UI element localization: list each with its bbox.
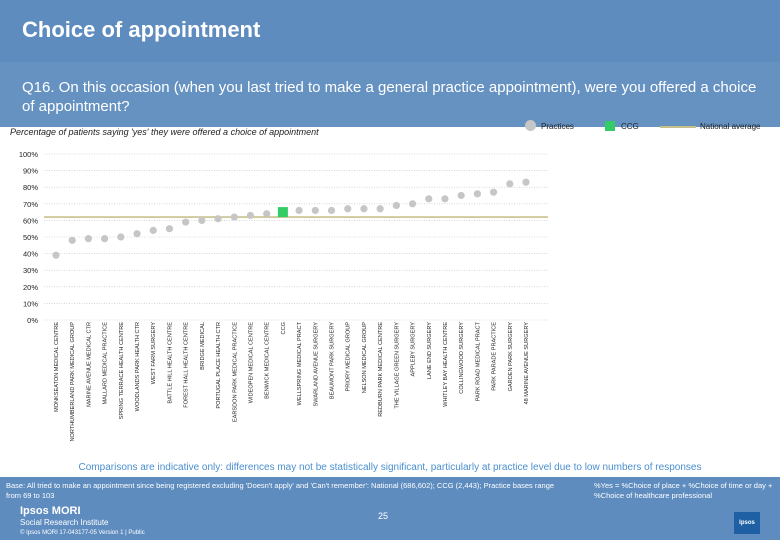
legend-national-marker xyxy=(660,126,696,128)
title-bar xyxy=(0,0,780,62)
yes-definition-note: %Yes = %Choice of place + %Choice of tim… xyxy=(594,481,773,500)
category-label: LANE END SURGERY xyxy=(427,322,433,379)
copyright: © Ipsos MORI 17-043177-05 Version 1 | Pu… xyxy=(20,530,145,536)
y-tick-label: 20% xyxy=(23,283,38,292)
practice-point xyxy=(408,200,417,208)
legend-ccg-label: CCG xyxy=(621,122,639,131)
practice-point xyxy=(133,230,141,238)
y-tick-label: 100% xyxy=(19,150,39,159)
dot-chart: 0% 10% 20% 30% 40% 50% 60% 70% 80% 90% 100% MONKSE… xyxy=(19,150,548,442)
category-label: BEAUMONT PARK SURGERY xyxy=(330,322,336,399)
legend-ccg-marker xyxy=(605,121,615,131)
category-label: SPRING TERRACE HEALTH CENTRE xyxy=(119,322,125,420)
practice-point xyxy=(149,226,157,234)
legend-practices-label: Practices xyxy=(541,122,574,131)
practice-point xyxy=(263,210,271,218)
category-label: PARK ROAD MEDICAL PRACT xyxy=(475,321,481,401)
practice-point xyxy=(360,205,368,213)
practice-point xyxy=(101,235,109,243)
chart-subtitle: Percentage of patients saying 'yes' they… xyxy=(10,127,319,137)
y-tick-label: 0% xyxy=(27,316,38,325)
category-label: MONKSEATON MEDICAL CENTRE xyxy=(54,322,60,412)
ipsos-logo-mark: Ipsos xyxy=(734,512,760,534)
y-tick-label: 50% xyxy=(23,233,38,242)
category-label: NELSON MEDICAL GROUP xyxy=(362,322,368,394)
practice-point xyxy=(117,233,125,241)
y-tick-label: 30% xyxy=(23,266,38,275)
category-label: WOODLANDS PARK HEALTH CTR xyxy=(135,322,141,411)
category-label: WHITLEY BAY HEALTH CENTRE xyxy=(443,322,449,407)
legend-national-label: National average xyxy=(700,122,761,131)
category-label: CCG xyxy=(281,322,287,334)
category-label: SWARLAND AVENUE SURGERY xyxy=(313,322,319,407)
category-label: PARK PARADE PRACTICE xyxy=(492,322,498,391)
practice-point xyxy=(198,216,206,224)
practice-point xyxy=(376,205,384,213)
category-label: NORTHUMBERLAND PARK MEDICAL GROUP xyxy=(70,322,76,442)
question-bar xyxy=(0,62,780,127)
question-text: Q16. On this occasion (when you last tri… xyxy=(22,79,757,115)
data-points xyxy=(52,178,530,259)
category-label: PORTUGAL PLACE HEALTH CTR xyxy=(216,322,222,409)
category-label: APPLEBY SURGERY xyxy=(411,322,417,377)
practice-point xyxy=(311,206,319,215)
practice-point xyxy=(230,213,238,221)
practice-point xyxy=(68,236,76,244)
page-number: 25 xyxy=(378,511,389,521)
category-label: WEST FARM SURGERY xyxy=(151,322,157,385)
category-label: BENWICK MEDICAL CENTRE xyxy=(265,322,271,399)
category-label: THE VILLAGE GREEN SURGERY xyxy=(394,322,400,409)
practice-point xyxy=(182,218,190,226)
y-tick-label: 60% xyxy=(23,216,38,225)
comparisons-note: Comparisons are indicative only: differe… xyxy=(78,462,702,473)
practice-point xyxy=(441,195,449,203)
practice-point xyxy=(52,251,60,259)
practice-point xyxy=(506,180,514,188)
category-label: MARINE AVENUE MEDICAL CTR xyxy=(86,322,92,407)
y-tick-label: 80% xyxy=(23,183,38,192)
category-label: GARDEN PARK SURGERY xyxy=(508,322,514,392)
practice-point xyxy=(457,191,465,200)
y-tick-labels: 0% 10% 20% 30% 40% 50% 60% 70% 80% 90% 100% xyxy=(19,150,39,325)
practice-point xyxy=(327,206,336,215)
y-tick-label: 90% xyxy=(23,167,38,176)
category-label: BRIDGE MEDICAL xyxy=(200,322,206,370)
footer-bar xyxy=(0,477,780,540)
category-label: FOREST HALL HEALTH CENTRE xyxy=(184,322,190,408)
category-label: PRIORY MEDICAL GROUP xyxy=(346,322,352,392)
practice-point xyxy=(489,188,498,196)
practice-point xyxy=(522,178,530,186)
base-text: Base: All tried to make an appointment s… xyxy=(6,481,555,500)
practice-point xyxy=(214,215,222,223)
category-label: COLLINGWOOD SURGERY xyxy=(459,322,465,394)
y-tick-label: 70% xyxy=(23,200,38,209)
y-tick-label: 40% xyxy=(23,250,38,259)
logo-subtitle: Social Research Institute xyxy=(20,518,109,527)
grid-lines xyxy=(44,153,548,321)
practice-point xyxy=(246,211,255,220)
y-tick-label: 10% xyxy=(23,299,38,308)
category-label: WIDEOPEN MEDICAL CENTRE xyxy=(248,322,254,403)
ipsos-mori-logo: Ipsos MORI xyxy=(20,505,81,517)
practice-point xyxy=(473,190,481,198)
category-label: BATTLE HILL HEALTH CENTRE xyxy=(167,322,173,404)
practice-point xyxy=(344,205,352,213)
category-label: MALLARD MEDICAL PRACTICE xyxy=(103,322,109,405)
practice-point xyxy=(165,225,174,233)
practice-point xyxy=(295,206,303,215)
ccg-point xyxy=(277,207,288,218)
category-label: 48 MARINE AVENUE SURGERY xyxy=(524,322,530,405)
practice-point xyxy=(425,195,433,203)
practice-point xyxy=(84,235,93,243)
page-title: Choice of appointment xyxy=(22,17,261,42)
legend-practice-marker xyxy=(525,120,536,131)
category-label: WELLSPRING MEDICAL PRACT xyxy=(297,321,303,405)
practice-point xyxy=(392,201,400,210)
category-labels: MONKSEATON MEDICAL CENTRE NORTHUMBERLAND … xyxy=(54,321,530,441)
category-label: REDBURN PARK MEDICAL CENTRE xyxy=(378,322,384,417)
category-label: EARSDON PARK MEDICAL PRACTICE xyxy=(232,322,238,422)
